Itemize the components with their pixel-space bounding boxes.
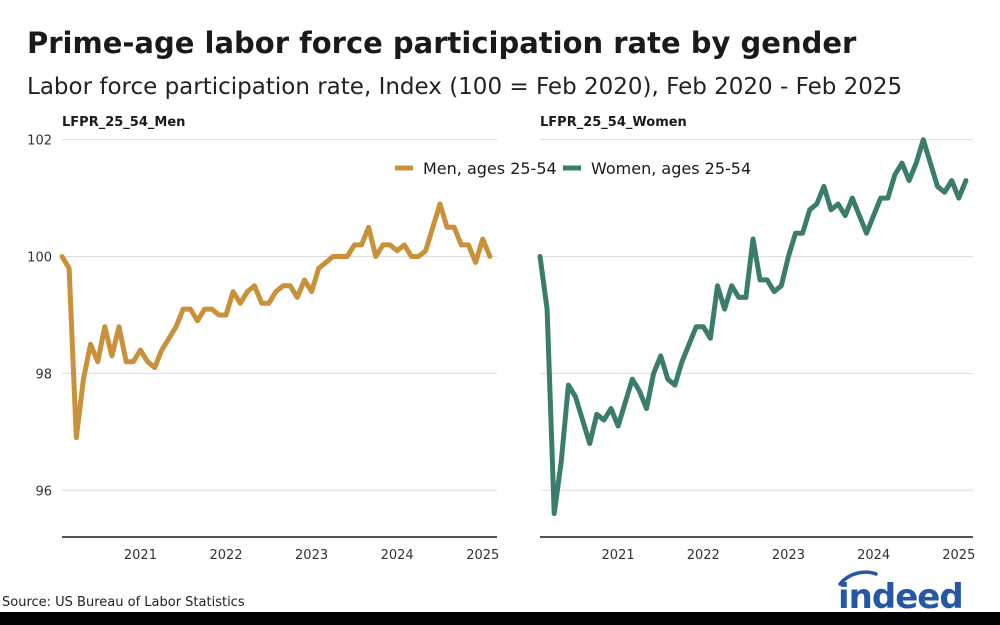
chart-subtitle: Labor force participation rate, Index (1…: [27, 74, 903, 100]
x-tick-label: 2025: [466, 548, 499, 563]
x-tick-label: 2023: [295, 548, 328, 563]
source-note: Source: US Bureau of Labor Statistics: [2, 595, 245, 610]
chart-title: Prime-age labor force participation rate…: [27, 26, 857, 60]
x-tick-label: 2025: [942, 548, 975, 563]
series-line-women: [537, 137, 969, 517]
legend: Men, ages 25-54 Women, ages 25-54: [395, 159, 751, 178]
logo-swoosh: [838, 570, 878, 586]
panel-label-men: LFPR_25_54_Men: [62, 115, 185, 130]
x-tick-label: 2022: [209, 548, 242, 563]
x-tick-label: 2022: [687, 548, 720, 563]
x-tick-label: 2023: [772, 548, 805, 563]
x-tick-label: 2024: [381, 548, 414, 563]
y-tick-label: 102: [27, 134, 52, 149]
y-tick-label: 98: [35, 367, 52, 382]
x-tick-label: 2021: [602, 548, 635, 563]
y-tick-label: 96: [35, 484, 52, 499]
footer-bar: [0, 612, 1000, 625]
x-tick-label: 2024: [857, 548, 890, 563]
logo-wordmark: indeed: [838, 577, 963, 612]
y-tick-label: 100: [27, 251, 52, 266]
legend-label-men: Men, ages 25-54: [423, 159, 557, 178]
indeed-logo: indeed: [838, 570, 964, 612]
x-tick-label: 2021: [124, 548, 157, 563]
series-line-men: [59, 201, 493, 441]
chart-area: LFPR_25_54_Men LFPR_25_54_Women 96 98 100 1…: [27, 115, 975, 563]
legend-label-women: Women, ages 25-54: [591, 159, 751, 178]
panel-label-women: LFPR_25_54_Women: [540, 115, 687, 130]
